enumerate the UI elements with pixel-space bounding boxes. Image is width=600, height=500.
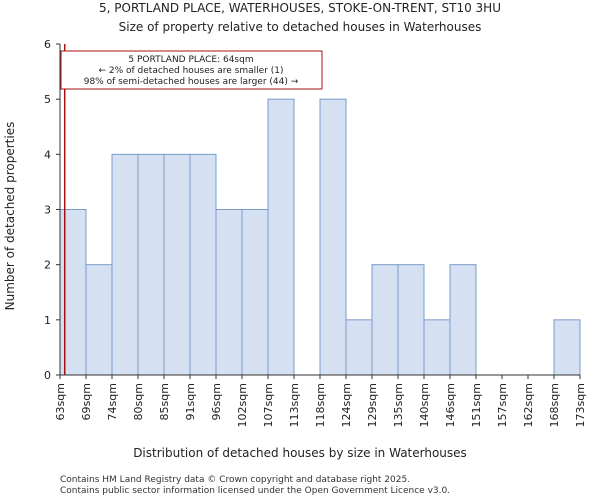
x-tick-label: 113sqm xyxy=(288,383,301,427)
x-tick-label: 96sqm xyxy=(210,383,223,420)
x-tick-label: 135sqm xyxy=(392,383,405,427)
chart-subtitle: Size of property relative to detached ho… xyxy=(119,20,482,34)
annotation-line-2: ← 2% of detached houses are smaller (1) xyxy=(98,66,283,76)
bar xyxy=(371,264,399,376)
bar xyxy=(397,264,425,376)
x-tick-label: 63sqm xyxy=(54,383,67,420)
x-tick-label: 129sqm xyxy=(366,383,379,427)
bar xyxy=(553,319,581,376)
bar xyxy=(215,209,243,376)
x-tick-label: 102sqm xyxy=(236,383,249,427)
y-tick-label: 1 xyxy=(44,314,51,327)
bar xyxy=(319,98,347,376)
annotation-line-1: 5 PORTLAND PLACE: 64sqm xyxy=(128,55,253,65)
bar xyxy=(137,153,165,376)
bar xyxy=(241,209,269,376)
y-tick-label: 2 xyxy=(44,259,51,272)
x-tick-label: 151sqm xyxy=(470,383,483,427)
bar xyxy=(345,319,373,376)
x-tick-label: 85sqm xyxy=(158,383,171,420)
bar xyxy=(163,153,191,376)
bars xyxy=(59,98,581,376)
chart-title: 5, PORTLAND PLACE, WATERHOUSES, STOKE-ON… xyxy=(99,1,501,15)
footer-line-2: Contains public sector information licen… xyxy=(60,486,450,496)
y-tick-label: 0 xyxy=(44,369,51,382)
x-tick-label: 80sqm xyxy=(132,383,145,420)
x-tick-label: 74sqm xyxy=(106,383,119,420)
y-tick-label: 4 xyxy=(44,148,51,161)
y-axis-label: Number of detached properties xyxy=(3,122,17,311)
annotation-border xyxy=(60,50,323,90)
x-tick-label: 162sqm xyxy=(522,383,535,427)
bar xyxy=(267,98,295,376)
y-axis-ticks: 0 1 2 3 4 5 6 xyxy=(44,38,60,382)
bar xyxy=(423,319,451,376)
x-axis-ticks: 63sqm 69sqm 74sqm 80sqm 85sqm 91sqm 96sqm 102sq… xyxy=(54,375,587,427)
bar xyxy=(449,264,477,376)
bar xyxy=(111,153,139,376)
annotation-box: 5 PORTLAND PLACE: 64sqm ← 2% of detached… xyxy=(60,50,323,90)
x-tick-label: 118sqm xyxy=(314,383,327,427)
x-tick-label: 124sqm xyxy=(340,383,353,427)
x-tick-label: 140sqm xyxy=(418,383,431,427)
x-axis-label: Distribution of detached houses by size … xyxy=(133,446,467,460)
y-tick-label: 3 xyxy=(44,204,51,217)
x-tick-label: 91sqm xyxy=(184,383,197,420)
footer-line-1: Contains HM Land Registry data © Crown c… xyxy=(60,475,410,485)
bar xyxy=(85,264,113,376)
annotation-line-3: 98% of semi-detached houses are larger (… xyxy=(84,77,299,87)
bar xyxy=(59,209,87,376)
y-tick-label: 5 xyxy=(44,93,51,106)
x-tick-label: 157sqm xyxy=(496,383,509,427)
x-tick-label: 173sqm xyxy=(574,383,587,427)
x-tick-label: 69sqm xyxy=(80,383,93,420)
x-tick-label: 107sqm xyxy=(262,383,275,427)
x-tick-label: 168sqm xyxy=(548,383,561,427)
y-tick-label: 6 xyxy=(44,38,51,51)
bar xyxy=(189,153,217,376)
x-tick-label: 146sqm xyxy=(444,383,457,427)
